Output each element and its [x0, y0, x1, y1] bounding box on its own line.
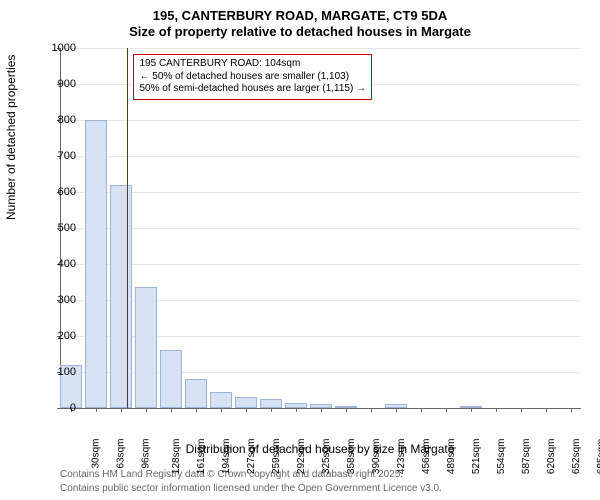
xtick-label: 194sqm	[221, 439, 232, 475]
xtick-mark	[296, 408, 297, 412]
xtick-mark	[321, 408, 322, 412]
ytick-label: 600	[58, 186, 76, 198]
chart-container: 195, CANTERBURY ROAD, MARGATE, CT9 5DA S…	[0, 0, 600, 500]
xtick-mark	[496, 408, 497, 412]
ytick-label: 500	[58, 222, 76, 234]
xtick-label: 292sqm	[296, 439, 307, 475]
footer-line2: Contains public sector information licen…	[60, 483, 442, 494]
ytick-label: 0	[70, 402, 76, 414]
xtick-mark	[271, 408, 272, 412]
xtick-mark	[246, 408, 247, 412]
xtick-label: 587sqm	[521, 439, 532, 475]
chart-title-line2: Size of property relative to detached ho…	[0, 24, 600, 39]
xtick-label: 63sqm	[116, 439, 127, 469]
histogram-bar	[185, 379, 207, 408]
xtick-label: 128sqm	[171, 439, 182, 475]
ytick-label: 800	[58, 114, 76, 126]
gridline	[61, 48, 581, 49]
xtick-mark	[146, 408, 147, 412]
xtick-label: 325sqm	[321, 439, 332, 475]
histogram-bar	[260, 399, 282, 408]
xtick-label: 390sqm	[371, 439, 382, 475]
gridline	[61, 156, 581, 157]
marker-line	[127, 48, 128, 408]
ytick-label: 700	[58, 150, 76, 162]
annotation-line: ← 50% of detached houses are smaller (1,…	[139, 71, 366, 84]
histogram-bar	[135, 287, 157, 408]
xtick-label: 521sqm	[471, 439, 482, 475]
xtick-label: 358sqm	[346, 439, 357, 475]
annotation-line: 50% of semi-detached houses are larger (…	[139, 83, 366, 96]
xtick-mark	[96, 408, 97, 412]
xtick-mark	[571, 408, 572, 412]
xtick-mark	[446, 408, 447, 412]
gridline	[61, 120, 581, 121]
xtick-label: 456sqm	[421, 439, 432, 475]
ytick-label: 1000	[52, 42, 76, 54]
xtick-label: 96sqm	[141, 439, 152, 469]
ytick-mark	[57, 408, 61, 409]
xtick-mark	[396, 408, 397, 412]
xtick-mark	[471, 408, 472, 412]
y-axis-label: Number of detached properties	[4, 55, 18, 220]
xtick-label: 423sqm	[396, 439, 407, 475]
ytick-label: 400	[58, 258, 76, 270]
xtick-label: 685sqm	[596, 439, 600, 475]
xtick-mark	[346, 408, 347, 412]
xtick-mark	[221, 408, 222, 412]
histogram-bar	[85, 120, 107, 408]
ytick-label: 300	[58, 294, 76, 306]
chart-title-line1: 195, CANTERBURY ROAD, MARGATE, CT9 5DA	[0, 8, 600, 23]
histogram-bar	[160, 350, 182, 408]
xtick-label: 554sqm	[496, 439, 507, 475]
xtick-mark	[171, 408, 172, 412]
xtick-label: 227sqm	[246, 439, 257, 475]
xtick-mark	[371, 408, 372, 412]
xtick-label: 489sqm	[446, 439, 457, 475]
ytick-label: 100	[58, 366, 76, 378]
xtick-mark	[121, 408, 122, 412]
ytick-label: 200	[58, 330, 76, 342]
xtick-label: 30sqm	[91, 439, 102, 469]
histogram-bar	[210, 392, 232, 408]
histogram-bar	[110, 185, 132, 408]
gridline	[61, 264, 581, 265]
xtick-label: 620sqm	[546, 439, 557, 475]
histogram-bar	[235, 397, 257, 408]
annotation-box: 195 CANTERBURY ROAD: 104sqm← 50% of deta…	[133, 54, 372, 100]
xtick-mark	[196, 408, 197, 412]
plot-area: 195 CANTERBURY ROAD: 104sqm← 50% of deta…	[60, 48, 581, 409]
xtick-mark	[546, 408, 547, 412]
xtick-label: 259sqm	[271, 439, 282, 475]
annotation-line: 195 CANTERBURY ROAD: 104sqm	[139, 58, 366, 71]
xtick-mark	[421, 408, 422, 412]
xtick-label: 652sqm	[571, 439, 582, 475]
gridline	[61, 228, 581, 229]
xtick-mark	[521, 408, 522, 412]
ytick-label: 900	[58, 78, 76, 90]
xtick-label: 161sqm	[196, 439, 207, 475]
gridline	[61, 192, 581, 193]
